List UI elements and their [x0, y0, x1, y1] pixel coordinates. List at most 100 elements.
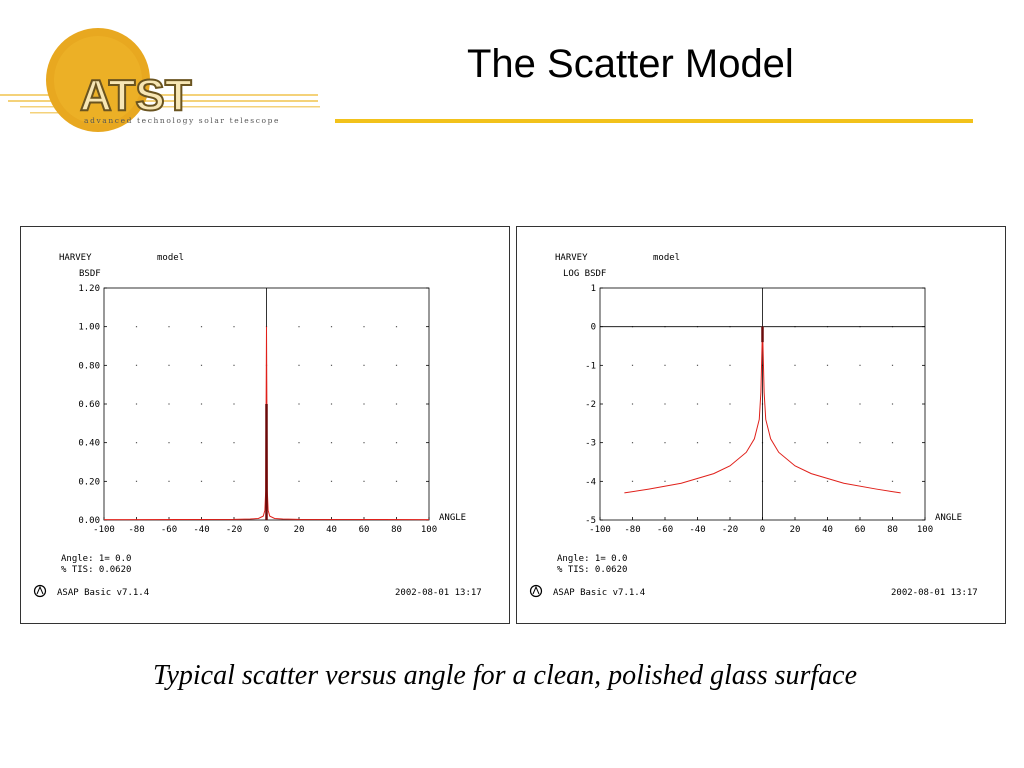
grid-dot	[891, 442, 894, 444]
x-tick-label: -80	[128, 525, 144, 535]
grid-dot	[664, 364, 666, 366]
grid-dot	[330, 403, 333, 405]
grid-dot	[135, 480, 138, 482]
grid-dot	[233, 364, 235, 366]
y-tick-label: 0.40	[78, 439, 100, 449]
grid-dot	[794, 403, 796, 405]
figure-caption: Typical scatter versus angle for a clean…	[152, 660, 858, 691]
grid-dot	[200, 403, 203, 405]
x-tick-label: -100	[589, 525, 611, 535]
grid-dot	[233, 326, 235, 328]
y-tick-label: 0.60	[78, 400, 100, 410]
grid-dot	[729, 442, 731, 444]
grid-dot	[330, 326, 333, 328]
grid-dot	[298, 326, 300, 328]
timestamp: 2002-08-01 13:17	[891, 588, 978, 598]
grid-dot	[200, 364, 203, 366]
chart-panel-linear: HARVEY model BSDF ANGLE -100 -80 -60 -40 -20…	[20, 226, 510, 624]
grid-dot	[794, 442, 796, 444]
chart-header-right: model	[653, 253, 680, 263]
software-version: ASAP Basic v7.1.4	[57, 588, 149, 598]
grid-dot	[135, 442, 138, 444]
grid-dot	[794, 480, 796, 482]
bsdf-linear-chart: HARVEY model BSDF ANGLE -100 -80 -60 -40 -20…	[33, 253, 482, 598]
y-tick-label: 1.00	[78, 323, 100, 333]
grid-dot	[298, 480, 300, 482]
grid-dot	[395, 480, 398, 482]
x-tick-label: 60	[359, 525, 370, 535]
bsdf-log-chart: HARVEY model LOG BSDF ANGLE -100 -80 -60 -4…	[529, 253, 978, 598]
grid-dot	[631, 442, 634, 444]
grid-dot	[891, 364, 894, 366]
x-tick-label: -60	[657, 525, 673, 535]
x-tick-label: 20	[294, 525, 305, 535]
y-tick-label: -5	[585, 516, 596, 526]
x-tick-label: -20	[722, 525, 738, 535]
grid-dot	[891, 480, 894, 482]
x-axis-label: ANGLE	[439, 513, 466, 523]
y-tick-label: -3	[585, 439, 596, 449]
x-tick-label: -40	[193, 525, 209, 535]
grid-dot	[298, 442, 300, 444]
y-tick-label: 1.20	[78, 284, 100, 294]
grid-dot	[168, 442, 170, 444]
grid-dot	[826, 364, 829, 366]
grid-dot	[135, 403, 138, 405]
grid-dot	[363, 326, 365, 328]
grid-dot	[891, 403, 894, 405]
x-tick-label: 20	[790, 525, 801, 535]
grid-dot	[233, 480, 235, 482]
grid-dot	[168, 364, 170, 366]
grid-dot	[135, 326, 138, 328]
footer-angle: Angle: 1= 0.0	[61, 554, 131, 564]
logo-wordmark: ATST	[80, 71, 192, 120]
footer-angle: Angle: 1= 0.0	[557, 554, 627, 564]
x-tick-label: -20	[226, 525, 242, 535]
y-tick-label: -2	[585, 400, 596, 410]
grid-dot	[135, 364, 138, 366]
x-tick-label: 40	[822, 525, 833, 535]
atst-logo: ATST advanced technology solar telescope	[0, 22, 330, 140]
grid-dot	[363, 364, 365, 366]
grid-dot	[729, 364, 731, 366]
grid-dot	[826, 480, 829, 482]
y-axis-label: BSDF	[79, 269, 101, 279]
y-tick-label: -1	[585, 361, 596, 371]
grid-dot	[631, 364, 634, 366]
grid-dot	[363, 442, 365, 444]
grid-dot	[729, 403, 731, 405]
x-tick-label: 100	[917, 525, 933, 535]
page-title: The Scatter Model	[467, 42, 794, 86]
grid-dot	[298, 364, 300, 366]
x-tick-label: 100	[421, 525, 437, 535]
grid-dot	[168, 403, 170, 405]
grid-dot	[200, 442, 203, 444]
grid-dot	[794, 364, 796, 366]
grid-dot	[859, 442, 861, 444]
x-tick-label: -80	[624, 525, 640, 535]
grid-dot	[363, 403, 365, 405]
grid-dot	[859, 364, 861, 366]
y-tick-label: 0.80	[78, 361, 100, 371]
asap-icon	[529, 584, 543, 598]
grid-dot	[696, 403, 699, 405]
grid-dot	[826, 442, 829, 444]
x-tick-label: -40	[689, 525, 705, 535]
y-tick-label: -4	[585, 477, 596, 487]
grid-dot	[330, 364, 333, 366]
grid-dot	[168, 480, 170, 482]
grid-dot	[363, 480, 365, 482]
grid-dot	[664, 442, 666, 444]
grid-dot	[298, 403, 300, 405]
grid-dot	[664, 480, 666, 482]
grid-dot	[631, 480, 634, 482]
title-underline	[335, 119, 973, 123]
chart-header-left: HARVEY	[555, 253, 588, 263]
timestamp: 2002-08-01 13:17	[395, 588, 482, 598]
grid-dot	[696, 442, 699, 444]
grid-dot	[631, 403, 634, 405]
x-tick-label: 80	[887, 525, 898, 535]
grid-dot	[859, 403, 861, 405]
chart-header-right: model	[157, 253, 184, 263]
grid-dot	[729, 480, 731, 482]
